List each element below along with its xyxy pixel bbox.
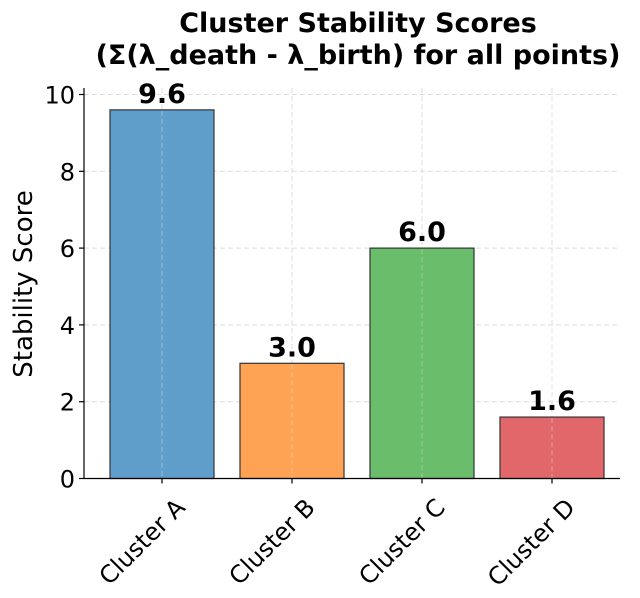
x-tick-label: Cluster C: [353, 493, 450, 590]
y-tick-label: 10: [44, 82, 75, 110]
y-tick-label: 2: [60, 389, 75, 417]
bar-value-label: 3.0: [268, 332, 316, 363]
chart-title: Cluster Stability Scores: [179, 8, 537, 39]
bar-value-label: 1.6: [528, 386, 576, 417]
y-ticks: 0 2 4 6 8 10: [44, 82, 84, 494]
y-tick-label: 8: [60, 158, 75, 186]
bar-value-label: 9.6: [138, 79, 186, 110]
x-tick-label: Cluster A: [94, 493, 191, 590]
x-tick-label: Cluster D: [482, 493, 580, 591]
bars: 9.6 3.0 6.0 1.6: [109, 79, 605, 480]
y-tick-label: 6: [60, 235, 75, 263]
bar-value-label: 6.0: [398, 217, 446, 248]
axes: [83, 88, 620, 480]
x-ticks: Cluster A Cluster B Cluster C Cluster D: [94, 478, 581, 592]
y-tick-label: 0: [60, 466, 75, 494]
chart-subtitle: (Σ(λ_death - λ_birth) for all points): [96, 40, 621, 71]
x-tick-label: Cluster B: [224, 493, 321, 590]
y-tick-label: 4: [60, 312, 75, 340]
y-axis-label: Stability Score: [9, 190, 39, 377]
